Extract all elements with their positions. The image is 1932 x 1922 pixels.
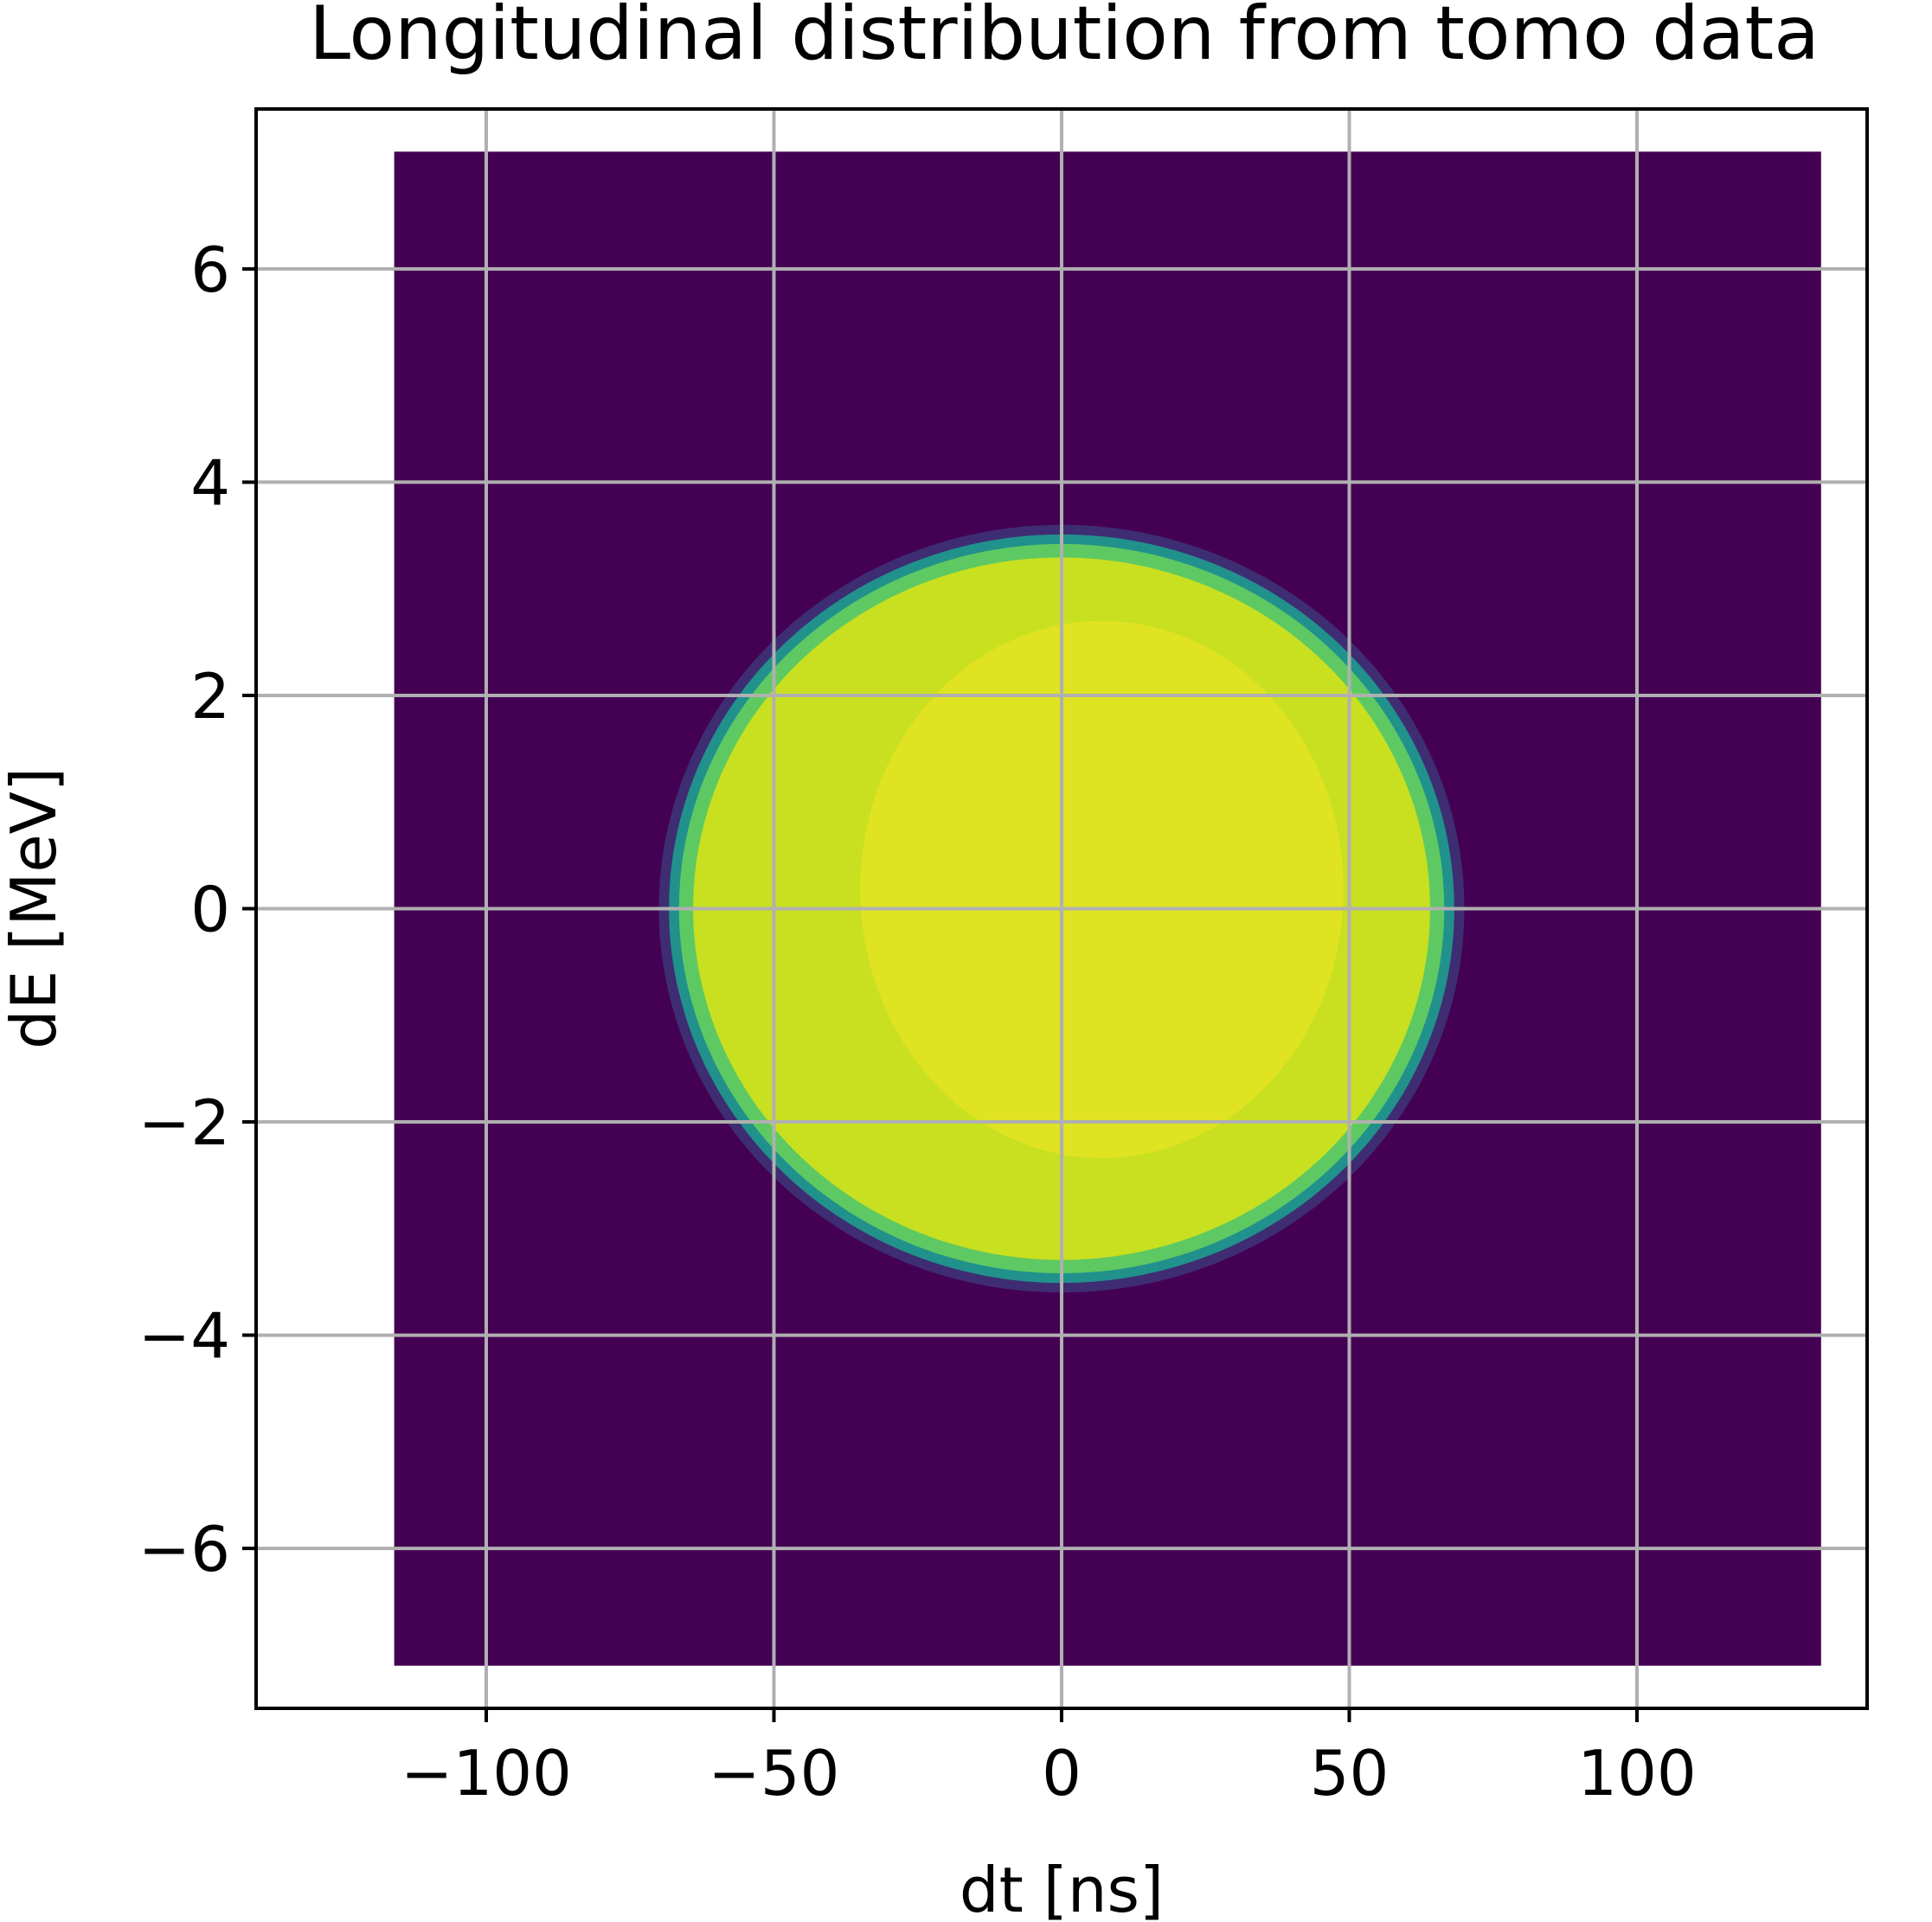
y-tick-label: −2 bbox=[138, 1086, 230, 1159]
y-axis-ticks: −6 −4 −2 0 2 4 6 bbox=[138, 234, 256, 1586]
y-tick-label: −6 bbox=[138, 1513, 230, 1586]
x-tick-label: 0 bbox=[1042, 1737, 1082, 1810]
x-tick-label: 50 bbox=[1310, 1737, 1390, 1810]
grid-lines bbox=[256, 109, 1867, 1708]
x-tick-label: 100 bbox=[1577, 1737, 1696, 1810]
y-tick-label: 0 bbox=[190, 874, 230, 946]
x-axis-ticks: −100 −50 0 50 100 bbox=[401, 1708, 1697, 1810]
distribution-core bbox=[860, 620, 1344, 1158]
y-axis-label: dE [MeV] bbox=[0, 767, 70, 1049]
y-tick-label: 6 bbox=[190, 234, 230, 306]
x-tick-label: −100 bbox=[401, 1737, 572, 1810]
y-tick-label: −4 bbox=[138, 1300, 230, 1373]
y-tick-label: 2 bbox=[190, 660, 230, 733]
y-tick-label: 4 bbox=[190, 446, 230, 519]
x-axis-label: dt [ns] bbox=[960, 1854, 1164, 1922]
chart-title: Longitudinal distribution from tomo data bbox=[309, 0, 1820, 77]
x-tick-label: −50 bbox=[709, 1737, 840, 1810]
